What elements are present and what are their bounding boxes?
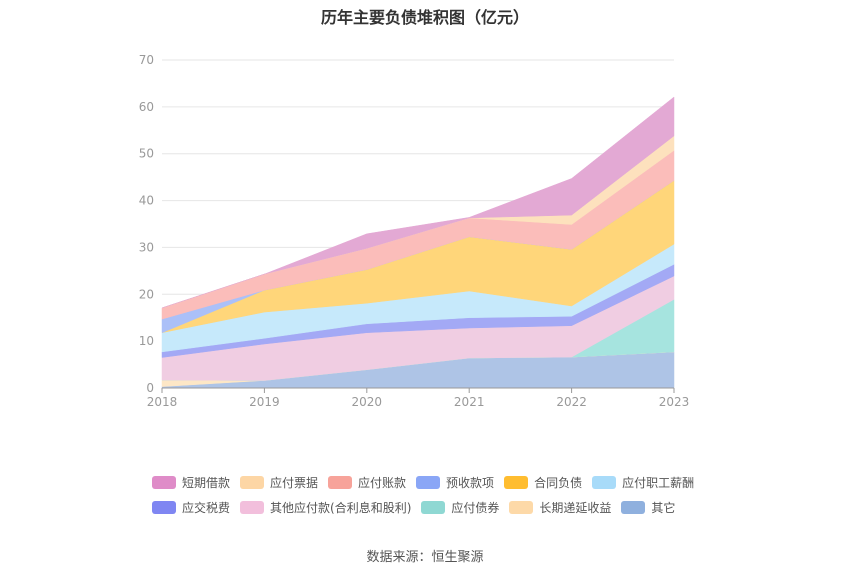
area-series (161, 96, 675, 309)
legend-item-deferred-income[interactable]: 长期递延收益 (509, 499, 611, 516)
y-tick-label: 60 (139, 100, 154, 114)
legend-item-other[interactable]: 其它 (621, 499, 675, 516)
legend-label: 应交税费 (182, 501, 231, 515)
x-tick-label: 2020 (352, 395, 383, 409)
legend-label: 应付账款 (358, 476, 407, 490)
legend-label: 应付票据 (270, 476, 319, 490)
legend-item-advance-receipts[interactable]: 预收款项 (416, 474, 494, 491)
legend-swatch (240, 476, 265, 489)
legend-swatch (240, 501, 265, 514)
legend-swatch (509, 501, 534, 514)
legend-label: 应付职工薪酬 (622, 476, 695, 490)
legend-item-accounts-payable[interactable]: 应付账款 (328, 474, 406, 491)
x-tick-label: 2023 (659, 395, 690, 409)
legend-row: 短期借款 应付票据 应付账款 预收款项 合同负债 应付职工薪酬 (152, 470, 712, 495)
x-tick-label: 2021 (454, 395, 485, 409)
legend-label: 合同负债 (534, 476, 583, 490)
legend-swatch (592, 476, 617, 489)
legend-swatch (621, 501, 646, 514)
y-tick-label: 20 (139, 287, 154, 301)
legend-item-other-payables[interactable]: 其他应付款(合利息和股利) (240, 499, 411, 516)
y-tick-label: 40 (139, 194, 154, 208)
stacked-area-chart: 0 10 20 30 40 50 60 70 2018 2019 2020 2021 2022 2023 (139, 53, 690, 409)
x-tick-label: 2022 (556, 395, 587, 409)
legend-swatch (421, 501, 446, 514)
legend-swatch (152, 501, 176, 514)
y-tick-label: 0 (146, 381, 154, 395)
legend-row: 应交税费 其他应付款(合利息和股利) 应付债券 长期递延收益 其它 (152, 495, 712, 520)
x-tick-label: 2018 (147, 395, 178, 409)
legend-swatch (504, 476, 529, 489)
legend-item-payroll-payable[interactable]: 应付职工薪酬 (592, 474, 694, 491)
legend-item-notes-payable[interactable]: 应付票据 (240, 474, 318, 491)
data-source-note: 数据来源：恒生聚源 (366, 550, 484, 565)
legend-swatch (416, 476, 441, 489)
y-tick-label: 10 (139, 334, 154, 348)
legend-label: 其它 (651, 501, 676, 515)
chart-title: 历年主要负债堆积图（亿元） (320, 8, 529, 27)
legend-swatch (328, 476, 353, 489)
x-tick-label: 2019 (249, 395, 280, 409)
legend-item-contract-liabilities[interactable]: 合同负债 (504, 474, 582, 491)
y-tick-label: 30 (139, 240, 154, 254)
legend-item-short-term-loans[interactable]: 短期借款 (152, 474, 230, 491)
legend-item-taxes-payable[interactable]: 应交税费 (152, 499, 230, 516)
legend-label: 预收款项 (446, 476, 495, 490)
legend-label: 长期递延收益 (539, 501, 612, 515)
legend-label: 应付债券 (451, 501, 500, 515)
legend-label: 短期借款 (182, 476, 231, 490)
legend-label: 其他应付款(合利息和股利) (270, 501, 412, 515)
y-tick-label: 70 (139, 53, 154, 67)
legend-item-bonds-payable[interactable]: 应付债券 (421, 499, 499, 516)
legend-swatch (152, 476, 176, 489)
chart-legend: 短期借款 应付票据 应付账款 预收款项 合同负债 应付职工薪酬 应交税费 (152, 470, 712, 520)
y-tick-label: 50 (139, 147, 154, 161)
